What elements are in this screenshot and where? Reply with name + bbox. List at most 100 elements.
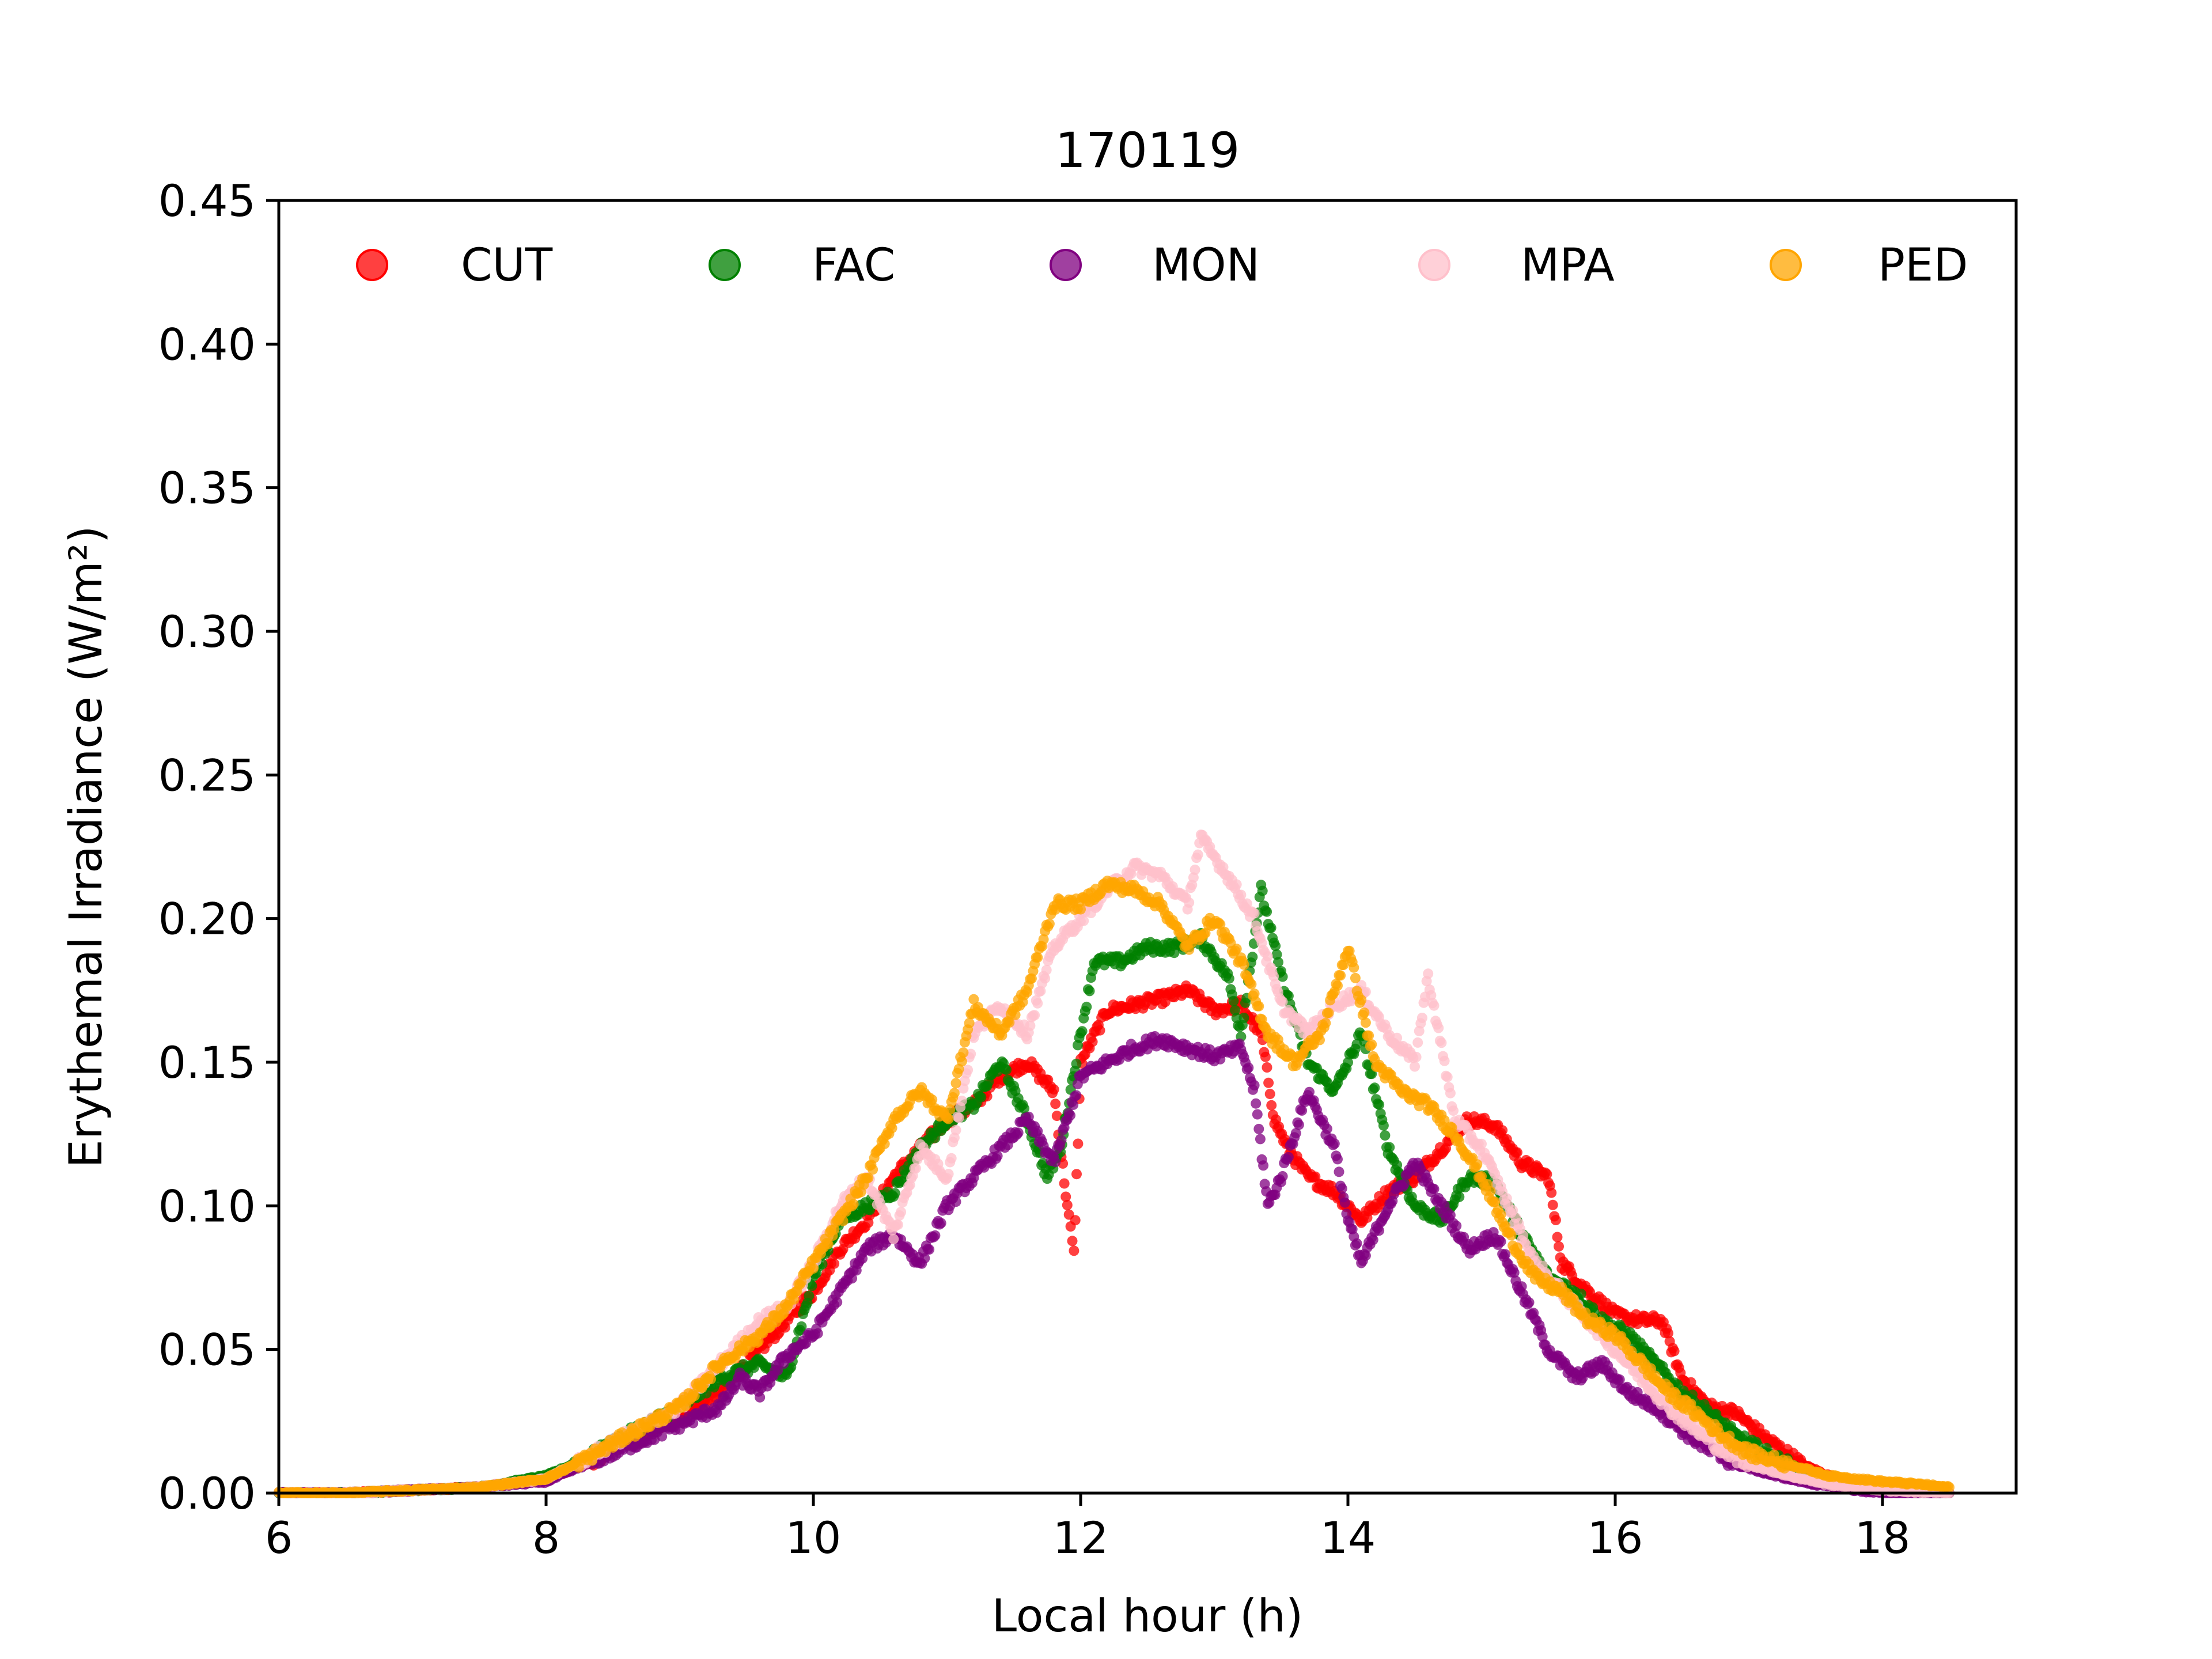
data-point — [1321, 1123, 1332, 1134]
data-point — [1262, 1062, 1272, 1073]
data-point — [1283, 1152, 1294, 1162]
data-point — [1552, 1232, 1563, 1243]
data-point — [1547, 1199, 1558, 1210]
data-point — [1262, 906, 1272, 917]
data-point — [1071, 1058, 1082, 1069]
data-point — [1048, 1084, 1059, 1095]
data-point — [1249, 908, 1260, 919]
chart-title: 170119 — [1055, 122, 1240, 179]
data-point — [1399, 1179, 1410, 1190]
data-point — [1380, 1130, 1391, 1141]
data-point — [848, 1199, 859, 1210]
data-point — [1442, 1071, 1453, 1082]
data-point — [1277, 1171, 1288, 1181]
data-point — [1476, 1138, 1487, 1149]
data-point — [1537, 1331, 1548, 1342]
data-point — [1070, 1215, 1081, 1226]
data-point — [1253, 1123, 1264, 1134]
data-point — [930, 1230, 941, 1241]
data-point — [1500, 1249, 1511, 1260]
data-point — [1243, 1062, 1254, 1073]
data-point — [1524, 1297, 1535, 1308]
data-point — [1247, 952, 1258, 963]
data-point — [1238, 1013, 1249, 1023]
data-point — [1343, 1057, 1353, 1068]
data-point — [1077, 1026, 1088, 1037]
data-point — [1669, 1346, 1680, 1357]
data-point — [950, 1124, 961, 1135]
data-point — [1059, 1178, 1070, 1189]
data-point — [1271, 949, 1282, 960]
data-point — [1546, 1187, 1557, 1198]
data-point — [935, 1218, 946, 1229]
data-point — [1169, 948, 1180, 959]
data-point — [963, 1065, 974, 1075]
data-point — [1069, 1245, 1080, 1256]
data-point — [1273, 957, 1283, 968]
data-point — [1068, 1099, 1079, 1110]
data-point — [829, 1258, 840, 1269]
data-point — [1262, 951, 1273, 962]
data-point — [1258, 1160, 1269, 1171]
data-point — [1339, 1197, 1350, 1208]
data-point — [1445, 1088, 1456, 1099]
data-point — [1439, 1055, 1450, 1066]
data-point — [1260, 1051, 1271, 1062]
data-point — [1041, 964, 1052, 975]
data-point — [1277, 996, 1288, 1007]
data-point — [1040, 973, 1051, 984]
data-point — [910, 1163, 921, 1174]
data-point — [1231, 879, 1242, 890]
data-point — [1073, 1138, 1084, 1149]
data-point — [1512, 1147, 1522, 1158]
data-point — [1368, 1234, 1378, 1245]
data-point — [958, 1047, 969, 1058]
data-point — [1423, 968, 1434, 979]
data-point — [1416, 1013, 1427, 1023]
data-point — [1078, 915, 1089, 926]
data-point — [806, 1281, 817, 1291]
data-point — [1013, 1127, 1024, 1138]
data-point — [1392, 1032, 1403, 1043]
data-point — [796, 1321, 807, 1332]
data-point — [892, 1219, 903, 1230]
data-point — [888, 1234, 899, 1245]
data-point — [1062, 1200, 1073, 1210]
data-point — [1445, 1210, 1456, 1221]
data-point — [943, 1113, 954, 1124]
data-point — [1264, 1089, 1275, 1100]
data-point — [1051, 1111, 1062, 1122]
data-point — [1429, 1000, 1440, 1011]
data-point — [1019, 1103, 1029, 1114]
data-point — [1230, 1005, 1241, 1016]
data-point — [1029, 1010, 1040, 1021]
data-point — [1025, 1020, 1036, 1031]
data-point — [1495, 1236, 1506, 1247]
data-point — [804, 1290, 815, 1301]
data-point — [1334, 1166, 1344, 1177]
data-point — [1411, 1052, 1422, 1062]
data-point — [1071, 1169, 1082, 1180]
data-point — [992, 1150, 1003, 1161]
data-point — [1360, 1250, 1371, 1261]
data-point — [1662, 1328, 1673, 1339]
data-point — [1304, 1086, 1315, 1097]
data-point — [1224, 973, 1234, 984]
data-point — [1290, 1128, 1301, 1139]
data-point — [953, 1112, 964, 1123]
data-point — [657, 1431, 668, 1442]
data-point — [847, 1273, 857, 1284]
data-point — [1241, 898, 1252, 909]
data-point — [1554, 1241, 1564, 1252]
data-point — [1032, 998, 1043, 1009]
data-point — [943, 1169, 954, 1180]
data-point — [755, 1392, 766, 1403]
plot-area — [274, 199, 2018, 1498]
data-point — [1266, 1100, 1277, 1111]
data-point — [1067, 1236, 1078, 1247]
data-point — [1035, 986, 1046, 997]
data-point — [1081, 1001, 1092, 1012]
data-point — [1184, 897, 1195, 908]
data-point — [1378, 1120, 1389, 1131]
